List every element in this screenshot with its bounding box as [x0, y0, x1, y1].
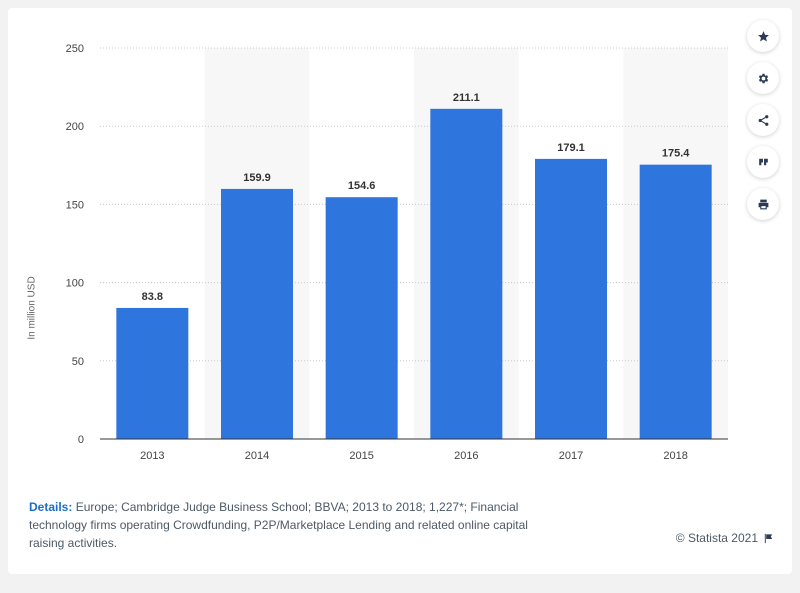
x-tick-label: 2014 — [245, 450, 269, 462]
bar-value-label: 179.1 — [557, 142, 585, 154]
x-tick-label: 2015 — [349, 450, 373, 462]
x-tick-label: 2017 — [559, 450, 583, 462]
y-tick-label: 250 — [66, 43, 84, 55]
details-note: Details: Europe; Cambridge Judge Busines… — [29, 498, 549, 552]
bar-value-label: 211.1 — [453, 92, 480, 104]
x-tick-label: 2018 — [663, 450, 687, 462]
flag-icon — [764, 533, 773, 543]
bar — [430, 108, 503, 439]
bar-value-label: 154.6 — [348, 180, 376, 192]
x-tick-label: 2016 — [454, 450, 478, 462]
bar-chart: 0 50 100 150 200 250 83.8 2013 159.9 2014 154.6 201… — [66, 43, 728, 462]
y-tick-label: 100 — [66, 278, 84, 290]
y-axis-label: In million USD — [26, 276, 38, 340]
star-icon — [757, 30, 769, 41]
share-button[interactable] — [747, 104, 779, 136]
bar — [116, 307, 189, 439]
details-text: Europe; Cambridge Judge Business School;… — [29, 500, 528, 550]
bar-value-label: 159.9 — [243, 172, 271, 184]
print-button[interactable] — [747, 188, 779, 220]
y-tick-label: 200 — [66, 121, 84, 133]
chart-card: 0 50 100 150 200 250 83.8 2013 159.9 2014 154.6 201… — [8, 8, 792, 574]
bar — [221, 188, 293, 439]
bar-value-label: 175.4 — [662, 148, 690, 160]
print-icon — [758, 199, 768, 209]
quote-icon — [758, 158, 768, 165]
y-tick-label: 0 — [78, 434, 84, 446]
credit-text: © Statista 2021 — [675, 531, 758, 545]
details-label: Details: — [29, 500, 73, 514]
tool-sidebar — [747, 20, 779, 220]
bar — [639, 164, 712, 440]
bar-value-label: 83.8 — [142, 291, 163, 303]
share-icon — [758, 114, 768, 126]
bar — [535, 158, 607, 439]
source-credit[interactable]: © Statista 2021 — [676, 531, 774, 545]
settings-button[interactable] — [747, 62, 779, 94]
y-tick-label: 50 — [72, 356, 84, 368]
cite-button[interactable] — [747, 146, 779, 178]
bar — [325, 197, 398, 439]
x-tick-label: 2013 — [140, 450, 164, 462]
gear-icon — [758, 73, 768, 83]
y-tick-label: 150 — [66, 199, 84, 211]
favorite-button[interactable] — [747, 20, 779, 52]
